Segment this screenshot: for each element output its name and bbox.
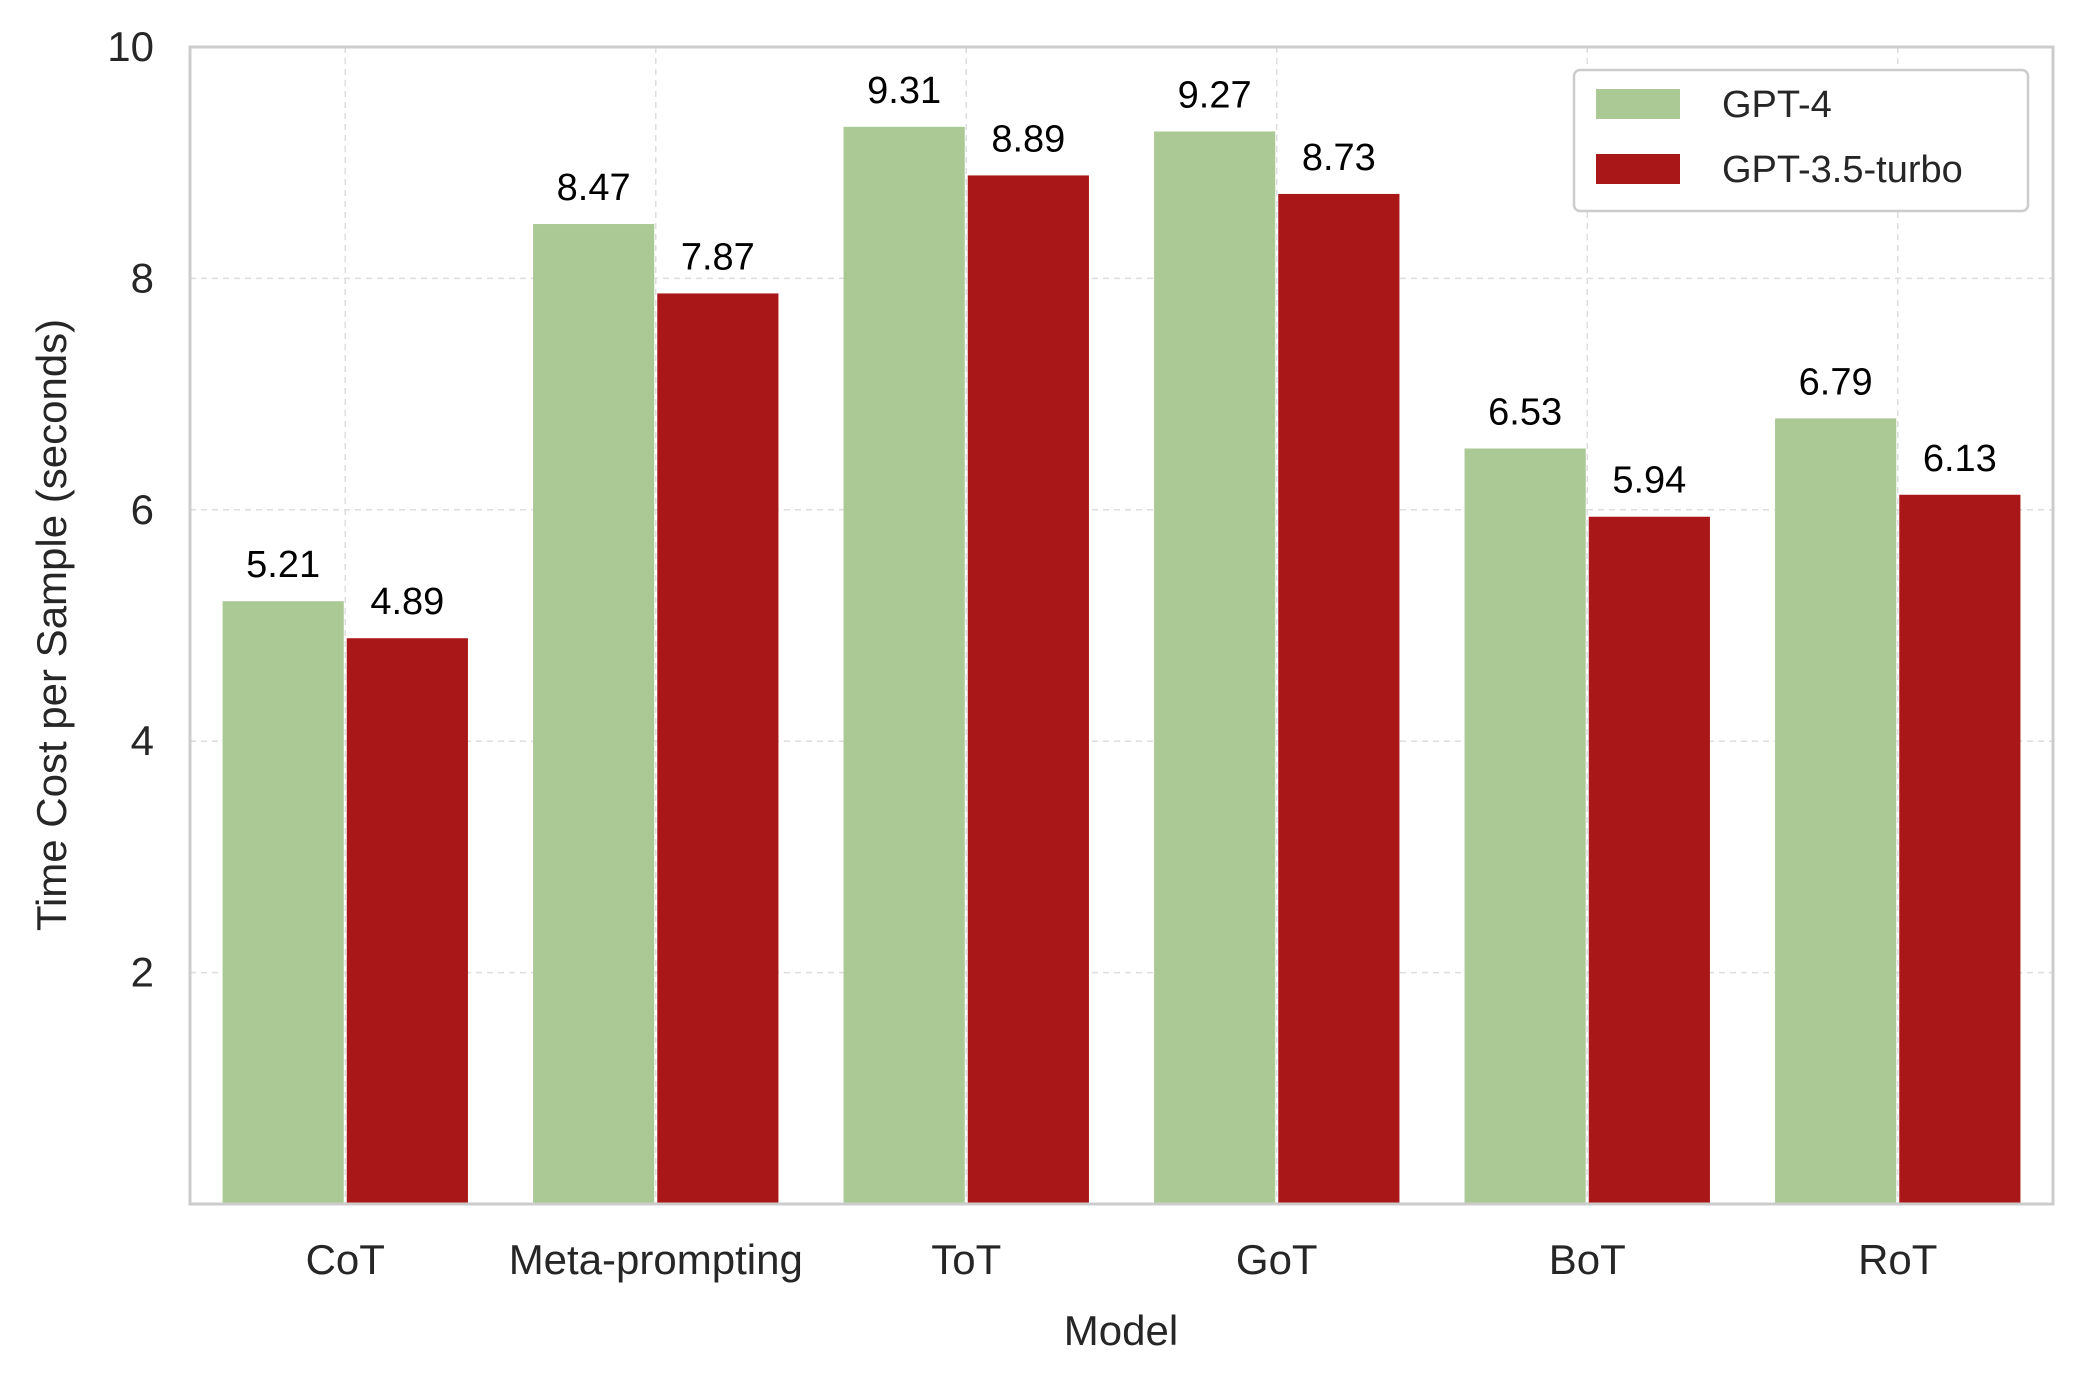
bar-gpt-3-5-turbo-got xyxy=(1278,193,1400,1205)
bar-gpt-3-5-turbo-meta-prompting xyxy=(657,293,779,1204)
legend-label-gpt4: GPT-4 xyxy=(1722,84,1832,126)
x-tick-label: RoT xyxy=(1858,1236,1937,1283)
bar-gpt-4-tot xyxy=(843,126,965,1204)
legend-swatch-gpt4 xyxy=(1596,89,1680,119)
bar-value-label: 9.27 xyxy=(1178,74,1252,116)
bar-gpt-4-meta-prompting xyxy=(533,224,655,1204)
legend: GPT-4 GPT-3.5-turbo xyxy=(1572,68,2030,213)
y-tick-label: 2 xyxy=(131,949,154,996)
bar-value-label: 6.79 xyxy=(1799,361,1873,403)
legend-swatch-gpt35 xyxy=(1596,154,1680,184)
bar-value-label: 6.13 xyxy=(1923,438,1997,480)
x-axis-label: Model xyxy=(1064,1307,1178,1354)
y-axis-label: Time Cost per Sample (seconds) xyxy=(28,319,75,931)
bar-value-label: 4.89 xyxy=(370,581,444,623)
plot-frame xyxy=(188,45,2055,1206)
bar-gpt-4-bot xyxy=(1464,448,1586,1204)
bar-value-label: 5.94 xyxy=(1612,460,1686,502)
x-tick-label: Meta-prompting xyxy=(509,1236,803,1283)
bar-gpt-3-5-turbo-bot xyxy=(1588,516,1710,1204)
y-tick-label: 8 xyxy=(131,254,154,301)
bar-gpt-3-5-turbo-cot xyxy=(346,638,468,1204)
bar-value-label: 8.89 xyxy=(991,118,1065,160)
y-axis-ticks: 2 4 6 8 10 xyxy=(107,23,154,996)
data-labels: 5.21 8.47 9.31 9.27 6.53 6.79 4.89 7.87 8.89 8.73… xyxy=(246,70,1997,623)
y-tick-label: 10 xyxy=(107,23,154,70)
bars xyxy=(222,126,2021,1205)
bar-value-label: 7.87 xyxy=(681,236,755,278)
bar-value-label: 6.53 xyxy=(1488,391,1562,433)
y-tick-label: 6 xyxy=(131,486,154,533)
x-tick-label: BoT xyxy=(1549,1236,1626,1283)
bar-gpt-4-rot xyxy=(1775,418,1897,1205)
bar-gpt-3-5-turbo-tot xyxy=(967,175,1089,1204)
x-tick-label: CoT xyxy=(306,1236,385,1283)
bar-value-label: 9.31 xyxy=(867,70,941,112)
bar-gpt-3-5-turbo-rot xyxy=(1899,494,2021,1204)
bar-gpt-4-cot xyxy=(222,601,344,1204)
bar-value-label: 8.73 xyxy=(1302,137,1376,179)
legend-frame xyxy=(1572,68,2030,213)
bar-value-label: 5.21 xyxy=(246,544,320,586)
x-tick-label: ToT xyxy=(931,1236,1001,1283)
legend-label-gpt35: GPT-3.5-turbo xyxy=(1722,149,1963,191)
bar-gpt-4-got xyxy=(1154,131,1276,1205)
x-axis-ticks: CoT Meta-prompting ToT GoT BoT RoT xyxy=(306,1236,1938,1283)
x-tick-label: GoT xyxy=(1236,1236,1318,1283)
bar-value-label: 8.47 xyxy=(557,167,631,209)
y-tick-label: 4 xyxy=(131,717,154,764)
